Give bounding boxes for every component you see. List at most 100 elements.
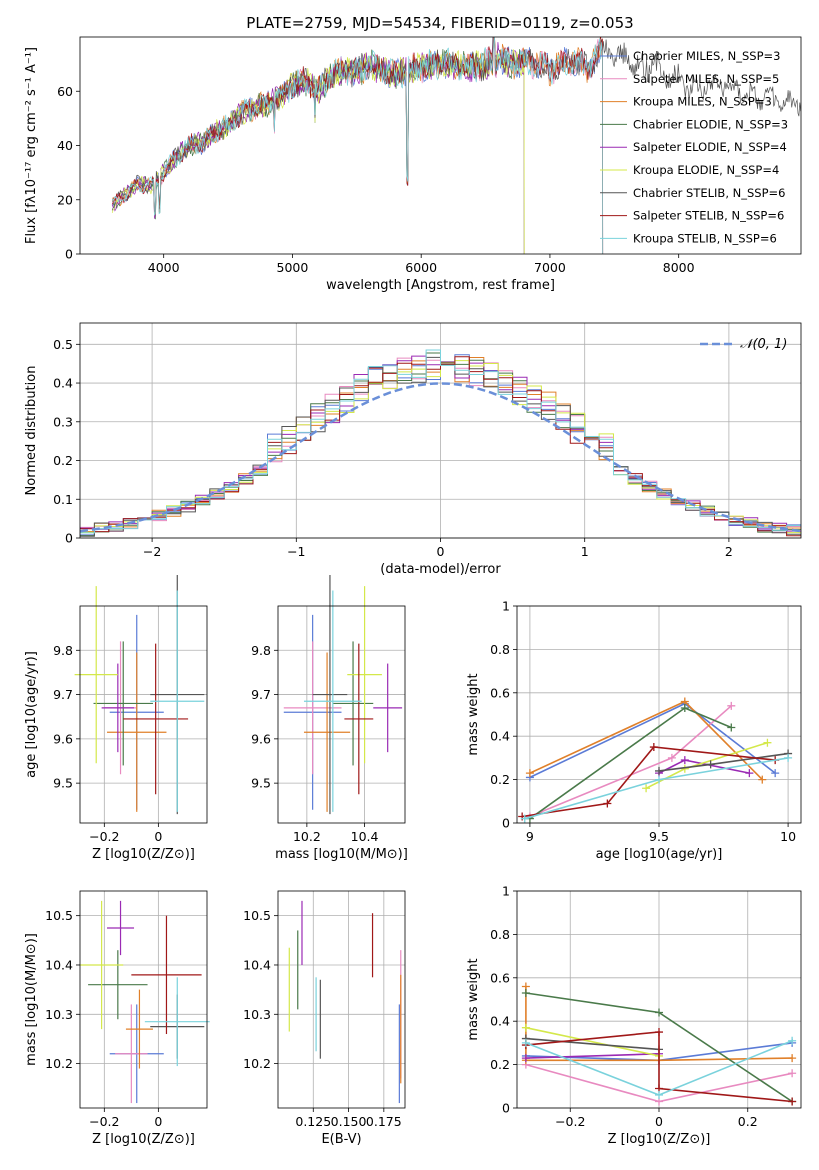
axes-frame [516,605,802,824]
weight-marker [745,769,754,778]
y-tick-label: 0.4 [490,1014,510,1029]
y-tick-label: 0.2 [490,1057,510,1072]
x-tick-label: −1 [287,544,305,559]
point-6 [74,586,118,764]
y-tick-label: 10.4 [243,957,271,972]
point-4 [332,641,374,766]
y-tick-label: 1 [502,884,510,899]
x-tick-label: 0 [437,544,445,559]
weight-series-8 [522,746,776,818]
panel-2: −2 −1 0 1 2 0 0.1 0.2 0.3 0.4 0.5 (data-model)/erro… [24,322,802,577]
weight-series-8 [525,1031,793,1103]
weight-marker [706,760,715,769]
point-6 [347,586,382,764]
panel-8: −0.2 0 0.2 0 0.2 0.4 0.6 0.8 1 Z [log10(Z/Z⊙)] mas… [466,884,802,1147]
x-tick-label: −0.2 [555,1114,585,1129]
weight-marker [655,1008,663,1017]
x-tick-label: −0.2 [89,1114,119,1129]
weight-marker [603,799,612,808]
point-5 [101,663,135,753]
y-tick-label: 0 [65,531,73,546]
weight-marker [655,1090,663,1099]
y-tick-label: 0.4 [490,729,510,744]
y-tick-label: 1 [502,599,510,614]
legend-label-5: Salpeter ELODIE, N_SSP=4 [633,140,787,154]
weight-marker [655,766,663,775]
point-9 [150,590,205,812]
spectrum-series-6 [111,37,525,254]
y-tick-label: 9.6 [251,731,271,746]
panel-6: −0.2 0 10.2 10.3 10.4 10.5 Z [log10(Z/Z⊙)] mass… [24,890,210,1147]
y-axis-label: age [log10(age/yr)] [24,651,39,778]
weight-marker [667,753,676,762]
axes-frame [79,605,208,824]
panel-1: 4000 5000 6000 7000 8000 0 20 40 60 wavelength [A… [24,36,802,293]
y-tick-label: 9.6 [53,731,73,746]
x-axis-label: E(B-V) [321,1132,361,1147]
y-tick-label: 0.3 [53,414,73,429]
legend-label-9: Kroupa STELIB, N_SSP=6 [633,231,777,245]
y-tick-label: 9.7 [251,687,271,702]
point-3 [303,652,351,812]
weight-marker [727,701,736,710]
axes-frame [277,890,406,1109]
y-axis-label: mass weight [466,958,481,1040]
point-9 [303,590,362,812]
weight-marker [525,769,534,778]
y-tick-label: 0.1 [53,492,73,507]
point-4 [88,950,148,1020]
panel-7: 0.125 0.150 0.175 10.2 10.3 10.4 10.5 E(B-V) [243,890,406,1147]
weight-marker [521,1023,530,1032]
panel-4: 10.2 10.4 9.5 9.6 9.7 9.8 mass [log10(M/M⊙)] [251,575,408,862]
normal-reference-curve [79,382,802,533]
x-tick-label: 10.4 [351,829,379,844]
weight-marker [788,1054,797,1063]
weight-series-6 [525,1026,660,1057]
weight-marker [788,1069,797,1078]
x-axis-label: Z [log10(Z/Z⊙)] [92,847,195,862]
x-axis-label: Z [log10(Z/Z⊙)] [608,1132,711,1147]
y-tick-label: 9.8 [53,643,73,658]
x-tick-label: 0 [154,829,162,844]
weight-series-7 [525,1037,660,1051]
weight-marker [520,814,529,823]
y-tick-label: 10.3 [243,1007,271,1022]
x-tick-label: 9.5 [649,829,669,844]
y-tick-label: 0 [502,816,510,831]
weight-marker [758,775,767,784]
x-tick-label: 0.150 [331,1114,367,1129]
axes-frame [79,36,802,255]
weight-marker [763,738,772,747]
y-tick-label: 0 [502,1101,510,1116]
y-axis-label: Normed distribution [24,366,39,496]
weight-marker [784,753,793,762]
x-tick-label: 0 [655,1114,663,1129]
legend-label-1: Chabrier MILES, N_SSP=3 [633,49,780,63]
y-tick-label: 10.4 [45,957,73,972]
weight-marker [521,1054,530,1063]
point-5 [107,900,135,956]
y-tick-label: 10.5 [243,908,271,923]
point-8 [123,643,189,795]
y-tick-label: 10.2 [45,1056,73,1071]
weight-marker [642,784,651,793]
x-tick-label: 2 [725,544,733,559]
weight-marker [771,769,780,778]
y-tick-label: 9.5 [53,776,73,791]
x-tick-label: 6000 [405,260,437,275]
weight-marker [727,723,736,732]
point-4 [93,641,153,766]
point-7 [312,575,348,815]
x-axis-label: wavelength [Angstrom, rest frame] [326,278,555,293]
weight-marker [521,988,530,997]
spectrum-series-9 [111,37,604,254]
weight-series-5 [525,1053,660,1059]
y-tick-label: 20 [57,192,73,207]
x-axis-label: mass [log10(M/M⊙)] [275,847,408,862]
x-tick-label: 5000 [277,260,309,275]
legend-label: 𝒩(0, 1) [740,337,787,352]
point-2 [283,641,342,775]
x-tick-label: 10.2 [293,829,321,844]
legend: Chabrier MILES, N_SSP=3 Salpeter MILES, N… [600,49,788,245]
